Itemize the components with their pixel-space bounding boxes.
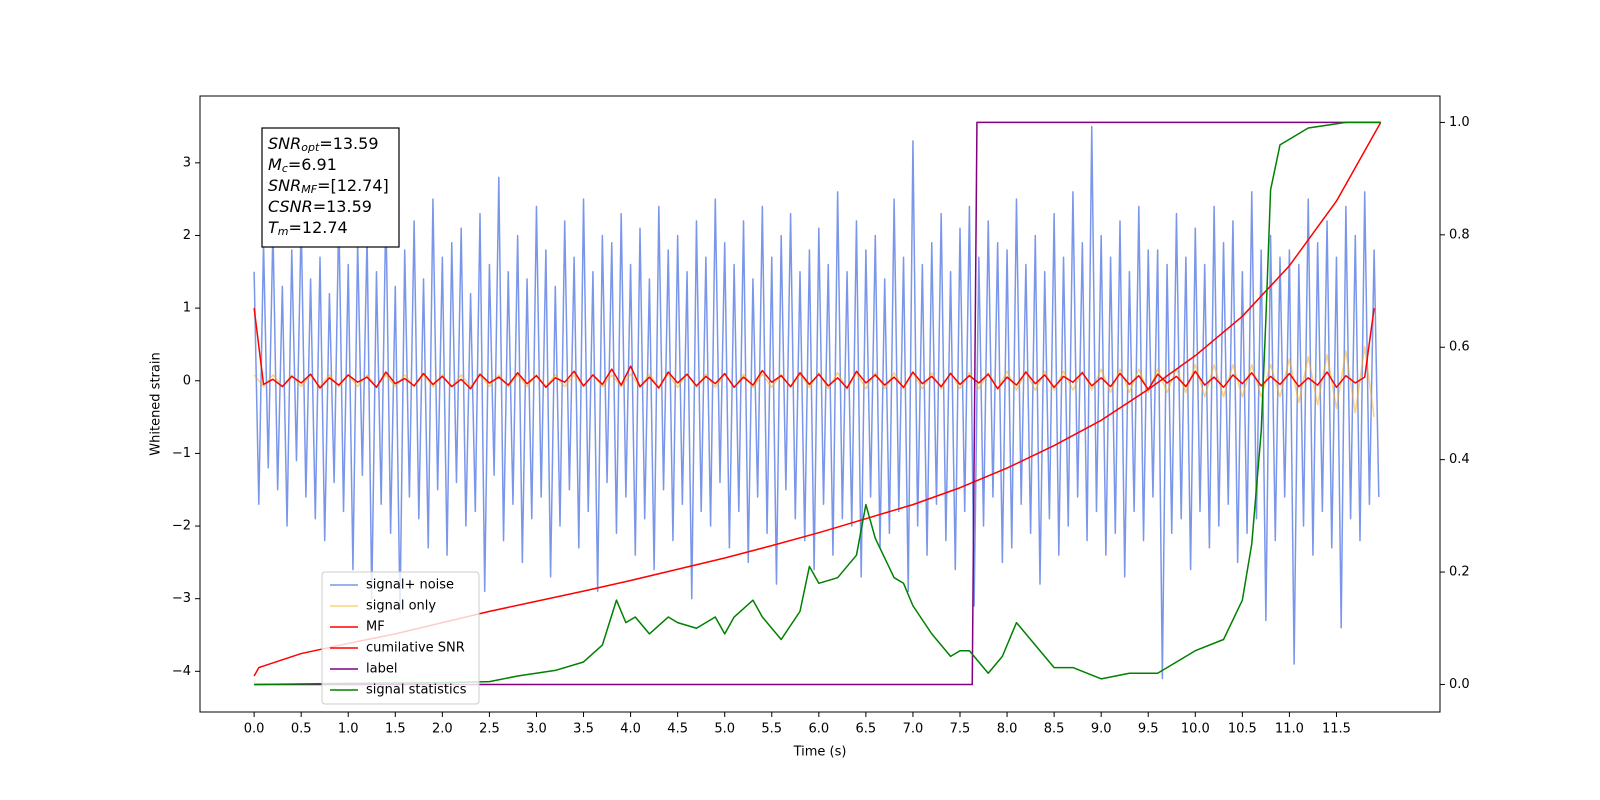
y2-tick-label: 1.0 — [1449, 115, 1470, 130]
axes-frame — [199, 95, 1441, 713]
legend-label: cumilative SNR — [366, 641, 465, 656]
y-tick-label: −1 — [172, 446, 191, 461]
legend-label: signal only — [366, 599, 436, 614]
x-tick-label: 6.0 — [808, 722, 829, 737]
y-tick-label: −4 — [172, 664, 191, 679]
y-tick-label: 3 — [183, 155, 191, 170]
y2-tick-label: 0.6 — [1449, 340, 1470, 355]
annotation-symbol: T — [268, 218, 279, 237]
y-tick-label: 2 — [183, 228, 191, 243]
x-tick-label: 1.0 — [338, 722, 359, 737]
series-line — [253, 125, 1380, 680]
annotation: SNRMF=[12.74] — [268, 176, 389, 197]
x-tick-label: 9.5 — [1138, 722, 1159, 737]
x-tick-label: 7.0 — [903, 722, 924, 737]
annotation: Mc=6.91 — [268, 155, 337, 176]
annotation-subscript: opt — [301, 141, 320, 154]
annotation-subscript: m — [278, 225, 289, 238]
y-axis-label: Whitened strain — [149, 352, 164, 455]
x-tick-label: 4.0 — [620, 722, 641, 737]
x-axis-label: Time (s) — [793, 745, 847, 760]
x-tick-label: 5.5 — [761, 722, 782, 737]
annotation-symbol: M — [268, 155, 282, 174]
x-tick-label: 2.0 — [432, 722, 453, 737]
x-tick-label: 10.5 — [1228, 722, 1257, 737]
annotation-subscript: c — [282, 162, 288, 175]
annotation-text: =13.59 — [319, 134, 378, 153]
annotation: Tm=12.74 — [268, 218, 348, 239]
x-tick-label: 10.0 — [1181, 722, 1210, 737]
series-line — [254, 121, 1381, 686]
legend-label: signal+ noise — [366, 578, 454, 593]
y-tick-label: −3 — [172, 591, 191, 606]
x-tick-label: 7.5 — [950, 722, 971, 737]
annotation: SNRopt=13.59 — [268, 134, 379, 155]
legend-box — [321, 571, 480, 705]
y2-tick-label: 0.0 — [1449, 677, 1470, 692]
annotation-symbol: SNR — [268, 176, 301, 195]
x-tick-label: 11.0 — [1275, 722, 1304, 737]
y-tick-label: 1 — [183, 301, 191, 316]
annotation-text: =13.59 — [313, 197, 372, 216]
legend-label: MF — [366, 620, 385, 635]
x-tick-label: 0.5 — [291, 722, 312, 737]
x-tick-label: 8.0 — [997, 722, 1018, 737]
x-tick-label: 4.5 — [667, 722, 688, 737]
x-tick-label: 8.5 — [1044, 722, 1065, 737]
y-tick-label: 0 — [183, 373, 191, 388]
annotation-box — [261, 127, 400, 248]
x-tick-label: 0.0 — [244, 722, 265, 737]
annotation-text: =12.74 — [289, 218, 348, 237]
y2-tick-label: 0.8 — [1449, 227, 1470, 242]
y-tick-label: −2 — [172, 519, 191, 534]
x-tick-label: 1.5 — [385, 722, 406, 737]
x-tick-label: 2.5 — [479, 722, 500, 737]
legend-label: signal statistics — [366, 683, 467, 698]
series-line — [254, 121, 1381, 686]
legend-label: label — [366, 662, 397, 677]
series-line — [253, 308, 1375, 391]
x-tick-label: 5.0 — [714, 722, 735, 737]
annotation-text: =6.91 — [288, 155, 337, 174]
x-tick-label: 9.0 — [1091, 722, 1112, 737]
x-tick-label: 3.0 — [526, 722, 547, 737]
annotation: CSNR=13.59 — [268, 197, 372, 216]
annotation-symbol: CSNR — [268, 197, 313, 216]
x-tick-label: 11.5 — [1322, 722, 1351, 737]
annotation-text: =[12.74] — [317, 176, 389, 195]
y2-tick-label: 0.2 — [1449, 565, 1470, 580]
y2-tick-label: 0.4 — [1449, 452, 1470, 467]
annotation-symbol: SNR — [268, 134, 301, 153]
x-tick-label: 6.5 — [856, 722, 877, 737]
annotation-subscript: MF — [301, 183, 317, 196]
x-tick-label: 3.5 — [573, 722, 594, 737]
